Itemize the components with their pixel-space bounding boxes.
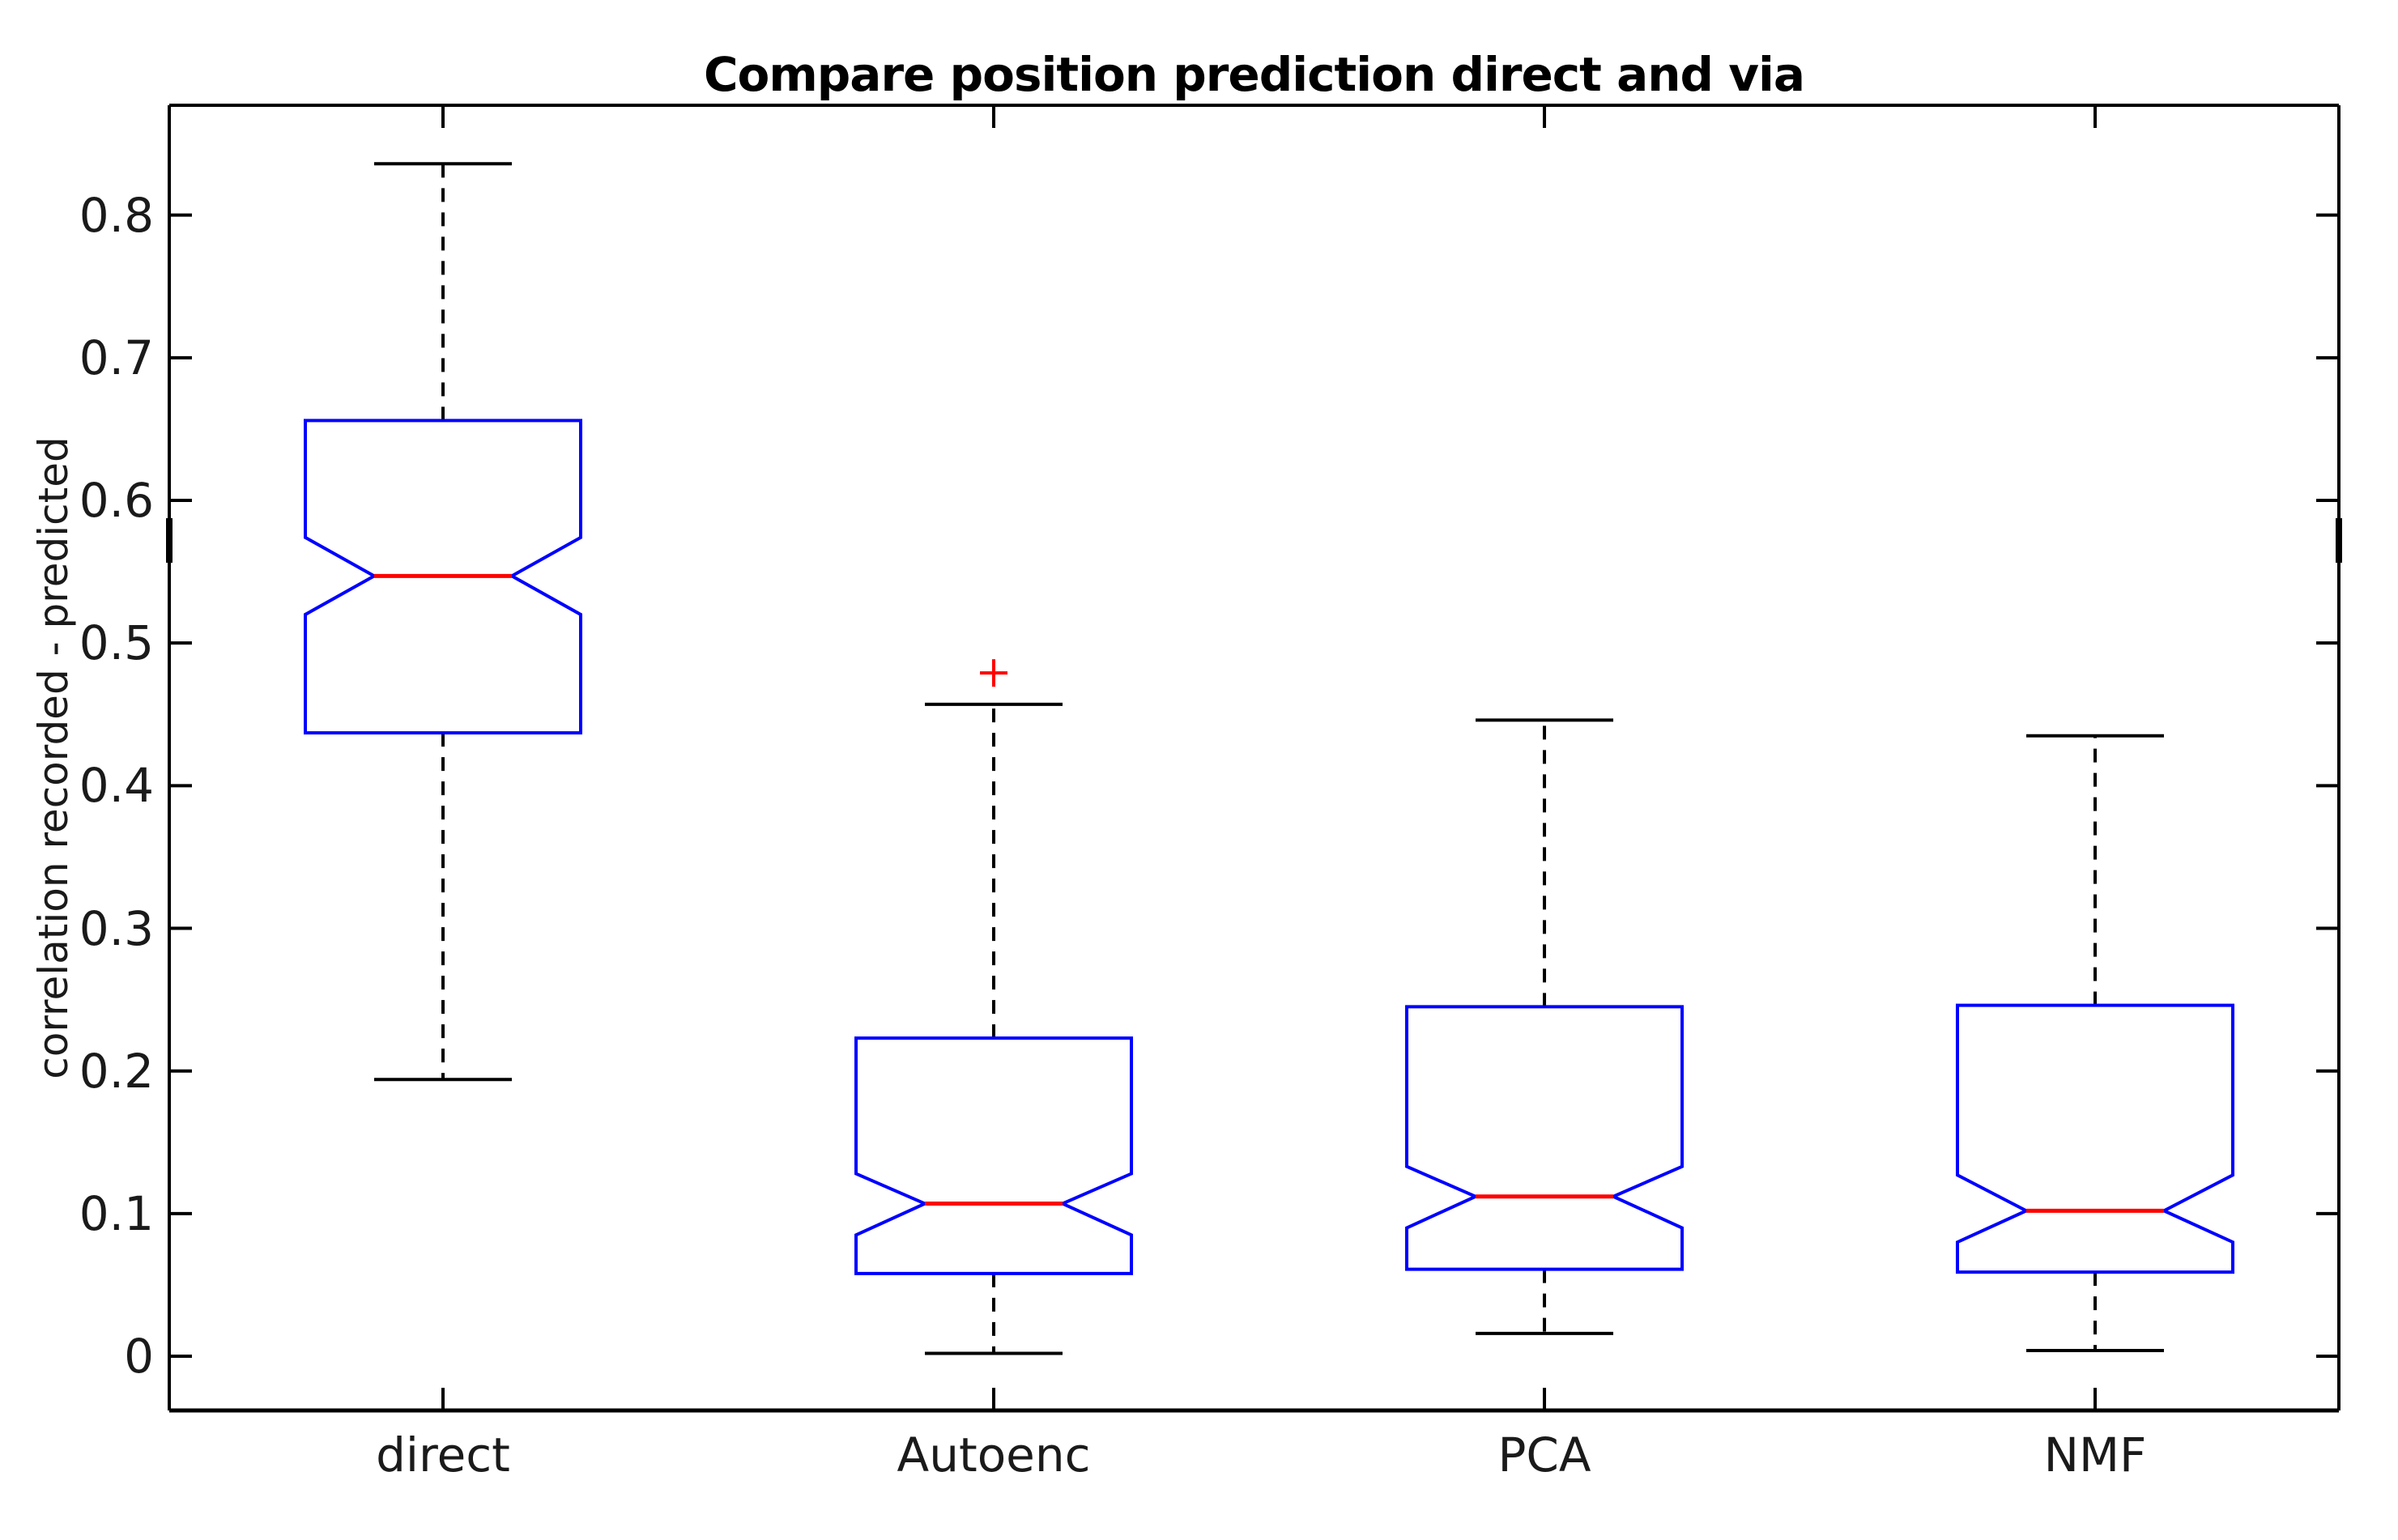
y-tick-label: 0.1 (79, 1185, 154, 1241)
x-tick-label: NMF (2043, 1427, 2147, 1483)
y-tick-label: 0.6 (79, 473, 154, 528)
box-NMF (1956, 1003, 2235, 1274)
right-spine-thick-segment (2336, 518, 2342, 563)
left-spine-thick-segment (166, 518, 173, 563)
y-tick-label: 0.2 (79, 1043, 154, 1099)
chart-title: Compare position prediction direct and v… (703, 47, 1805, 102)
y-tick-label: 0 (124, 1329, 154, 1385)
y-tick-label: 0.3 (79, 900, 154, 956)
x-tick-label: Autoenc (897, 1427, 1091, 1483)
box-Autoenc (854, 1036, 1134, 1275)
box-direct (304, 419, 583, 735)
y-tick-label: 0.7 (79, 330, 154, 385)
box-PCA (1405, 1005, 1685, 1271)
y-tick-label: 0.4 (79, 758, 154, 814)
y-tick-label: 0.5 (79, 615, 154, 671)
x-tick-label: direct (376, 1427, 510, 1483)
y-tick-label: 0.8 (79, 187, 154, 243)
x-tick-label: PCA (1497, 1427, 1591, 1483)
